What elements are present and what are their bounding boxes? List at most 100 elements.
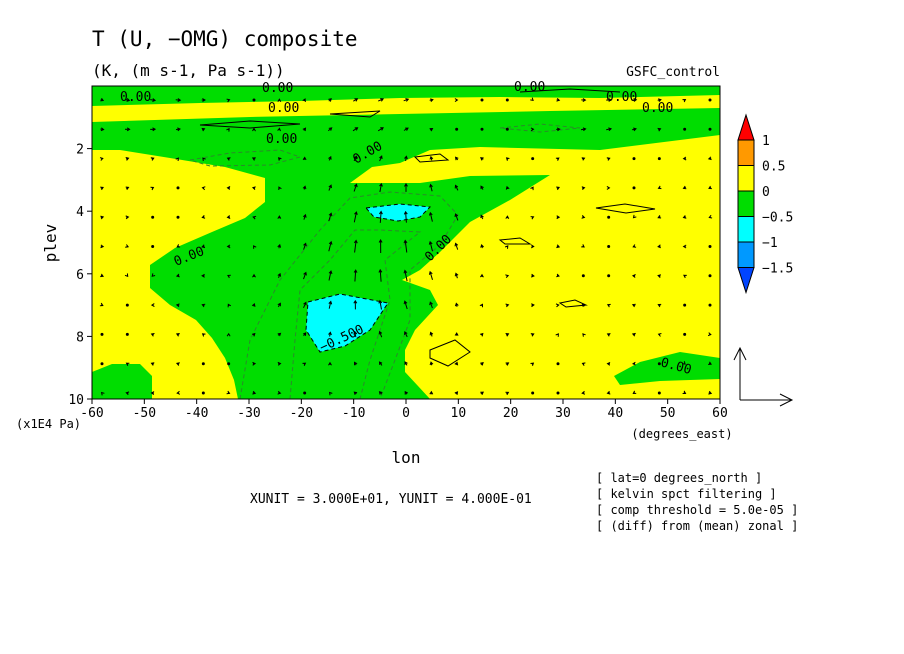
wind-vector: [302, 362, 307, 367]
wind-vector: [303, 271, 307, 280]
x-tick-label: -20: [290, 406, 313, 421]
wind-vector: [530, 127, 535, 132]
wind-vector: [379, 155, 383, 162]
wind-vector: [353, 183, 358, 192]
wind-vector: [150, 157, 155, 161]
wind-vector: [479, 303, 483, 308]
x-tick-label: 10: [451, 406, 467, 421]
reference-vector: [733, 346, 794, 407]
wind-vector: [530, 244, 535, 249]
wind-vector: [580, 127, 587, 132]
wind-vector: [328, 300, 333, 309]
wind-vector: [100, 273, 105, 278]
wind-vector: [202, 157, 206, 162]
colorbar-bottom-triangle: [737, 267, 755, 295]
wind-vector: [530, 97, 534, 102]
contour-label: 0.00: [120, 90, 151, 105]
wind-vector: [150, 186, 155, 191]
wind-vector: [606, 98, 613, 102]
wind-vector: [581, 390, 586, 395]
y-tick-label: 6: [76, 268, 84, 283]
contour-lines: [199, 88, 656, 367]
wind-vector: [150, 127, 157, 132]
wind-vector: [378, 268, 383, 282]
wind-vector: [328, 270, 333, 281]
wind-vector: [505, 215, 510, 219]
wind-vector: [428, 211, 433, 222]
contour-label: 0.00: [514, 80, 545, 95]
wind-vector: [403, 98, 410, 102]
wind-vector: [632, 361, 636, 366]
wind-vector: [708, 185, 712, 190]
wind-vector: [531, 273, 535, 278]
wind-vector: [505, 98, 509, 102]
wind-vector: [556, 186, 560, 191]
wind-vector: [302, 332, 307, 337]
wind-vector: [708, 214, 713, 219]
wind-vector: [377, 98, 385, 102]
wind-vector: [683, 127, 687, 131]
wind-vector: [277, 361, 282, 366]
wind-vector: [505, 274, 510, 279]
wind-vector: [252, 215, 257, 220]
wind-vector: [378, 210, 383, 223]
contour-label: 0.00: [606, 90, 637, 105]
wind-vector: [302, 98, 306, 102]
wind-vector: [708, 98, 712, 102]
wind-vector: [125, 244, 130, 248]
wind-vector: [251, 302, 256, 307]
wind-vector: [378, 361, 383, 366]
wind-vector: [556, 362, 560, 366]
wind-vector: [378, 330, 383, 338]
colorbar-label: 1: [762, 134, 770, 149]
wind-vector: [151, 273, 156, 277]
wind-vector: [353, 299, 358, 310]
wind-vector: [531, 303, 535, 308]
wind-vector: [403, 210, 408, 223]
wind-vector: [302, 213, 307, 220]
wind-vector: [125, 157, 130, 161]
wind-vector: [251, 157, 256, 161]
wind-vector: [403, 300, 408, 310]
wind-vector: [278, 186, 282, 191]
x-tick-label: 30: [555, 406, 571, 421]
wind-vector: [632, 186, 636, 190]
wind-vector: [530, 186, 534, 191]
dashed-contours: [189, 123, 581, 399]
wind-vector: [277, 157, 282, 161]
wind-vector: [150, 362, 155, 366]
wind-vector: [683, 303, 687, 307]
x-axis: -60 -50 -40 -30 -20 -10 0 10 20 30 40 50 60: [80, 399, 728, 421]
wind-vector: [505, 333, 510, 337]
wind-vector: [631, 98, 638, 102]
wind-vector: [607, 274, 611, 278]
wind-vector: [480, 185, 484, 190]
wind-vector: [353, 330, 358, 338]
wind-vector: [556, 215, 561, 220]
wind-vector: [151, 215, 155, 219]
wind-vector: [581, 157, 586, 161]
wind-vector: [606, 127, 613, 132]
plot-area: [92, 86, 720, 399]
wind-vector: [378, 391, 383, 395]
wind-vector: [354, 361, 358, 366]
wind-vector: [428, 270, 433, 280]
wind-vector: [125, 186, 130, 190]
wind-vector: [505, 127, 509, 131]
wind-vector: [201, 98, 206, 102]
wind-vector: [253, 245, 257, 249]
wind-vector: [201, 273, 205, 278]
wind-vector: [480, 157, 484, 161]
wind-vector: [226, 127, 230, 132]
wind-vector: [353, 269, 358, 282]
wind-vector: [303, 242, 307, 250]
wind-vector: [379, 182, 383, 193]
contour-label: 0.00: [262, 81, 293, 96]
wind-vector: [328, 361, 332, 366]
wind-vector: [175, 157, 179, 162]
wind-vector: [631, 332, 636, 337]
chart-subtitle: (K, (m s-1, Pa s-1)): [92, 61, 285, 80]
wind-vector: [454, 302, 459, 307]
wind-vector: [150, 98, 157, 102]
